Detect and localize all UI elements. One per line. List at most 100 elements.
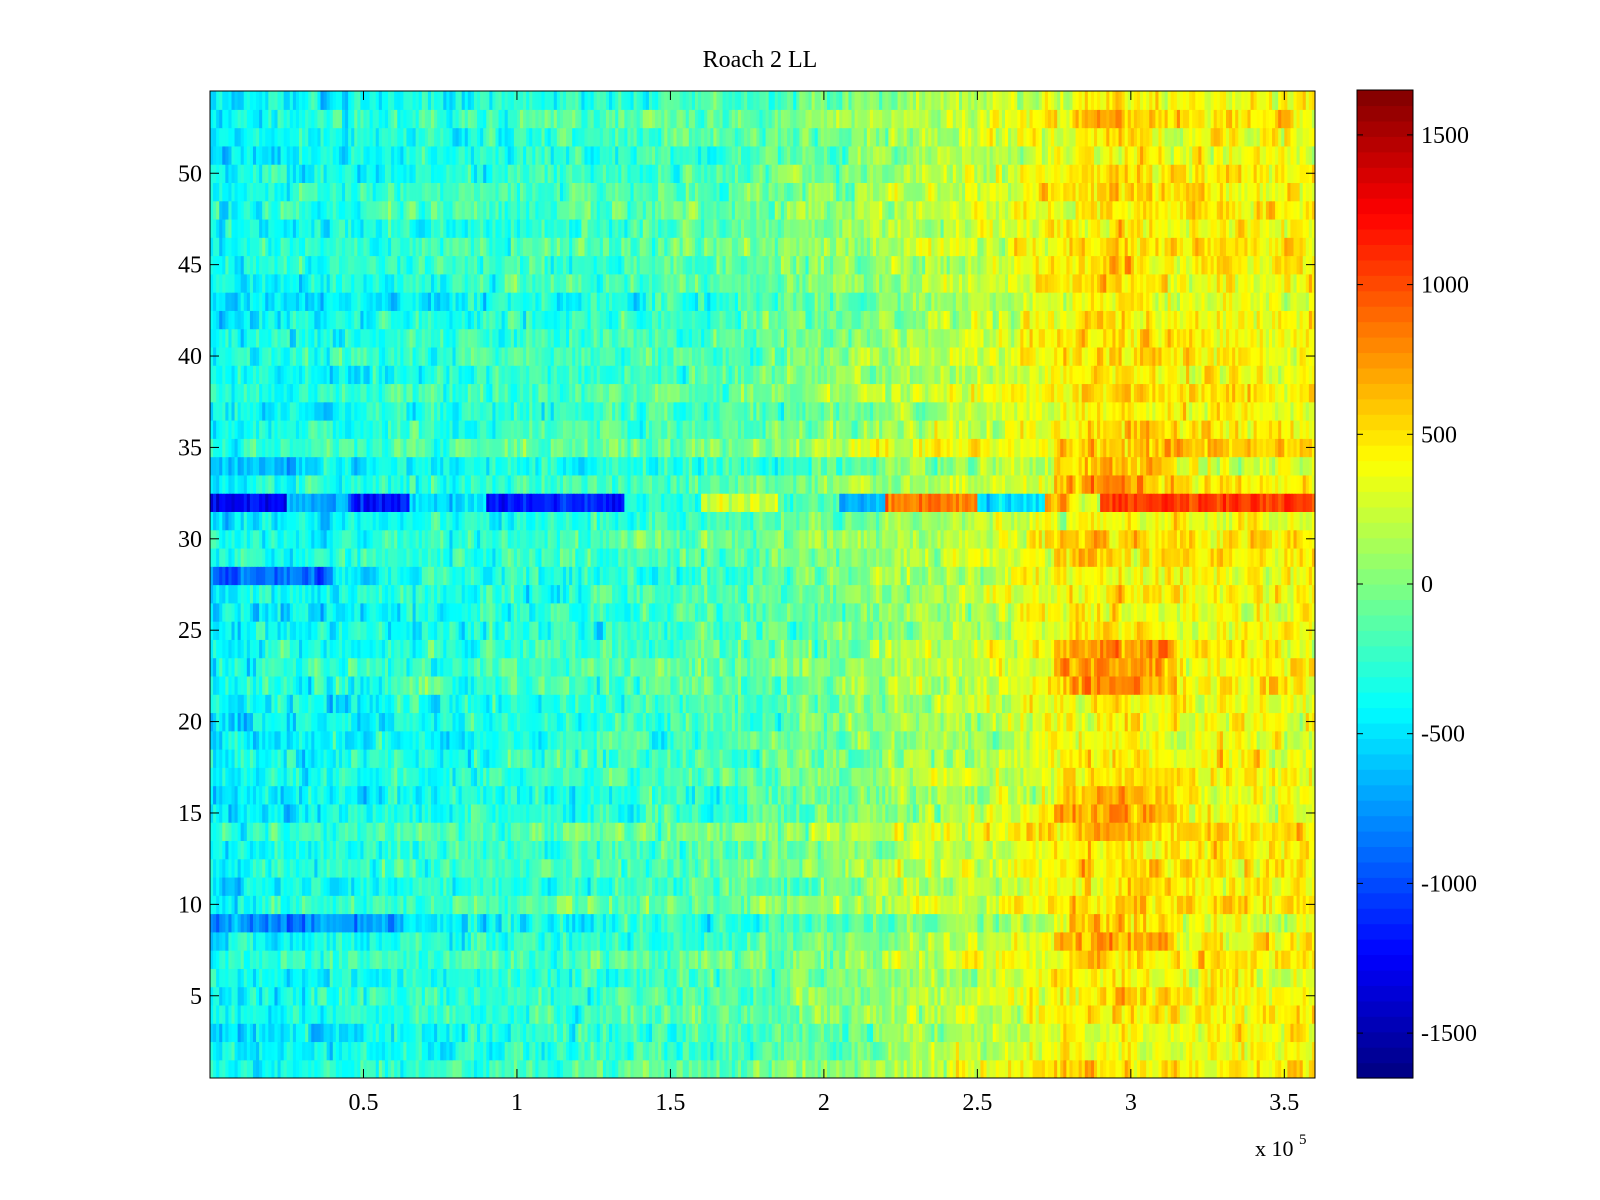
- heatmap-cell: [262, 1023, 266, 1043]
- heatmap-cell: [673, 1059, 678, 1078]
- heatmap-cell: [550, 1023, 555, 1043]
- heatmap-cell: [302, 1023, 306, 1043]
- heatmap-cell: [424, 1041, 429, 1061]
- heatmap-cell: [372, 1023, 377, 1043]
- heatmap-cell: [805, 1023, 810, 1043]
- heatmap-cell: [1109, 1059, 1114, 1078]
- heatmap-cell: [222, 1004, 226, 1024]
- heatmap-cell: [338, 1059, 343, 1078]
- heatmap-cell: [1158, 1004, 1163, 1024]
- heatmap-cell: [919, 1041, 923, 1061]
- heatmap-cell: [274, 1023, 279, 1043]
- heatmap-cell: [1219, 1023, 1224, 1043]
- heatmap-cell: [495, 1059, 500, 1078]
- heatmap-cell: [274, 1041, 279, 1061]
- heatmap-cell: [952, 1004, 957, 1024]
- heatmap-cell: [636, 1059, 641, 1078]
- heatmap-cell: [584, 1041, 589, 1061]
- heatmap-cell: [860, 1023, 865, 1043]
- heatmap-cell: [388, 1059, 392, 1078]
- heatmap-cell: [1308, 1023, 1313, 1043]
- heatmap-cell: [823, 1041, 828, 1061]
- heatmap-cell: [713, 1059, 718, 1078]
- heatmap-cell: [1054, 1041, 1058, 1061]
- heatmap-cell: [587, 986, 592, 1006]
- heatmap-cell: [725, 1023, 730, 1043]
- heatmap-cell: [679, 1023, 684, 1043]
- heatmap-cell: [320, 1059, 325, 1078]
- heatmap-cell: [1244, 1059, 1249, 1078]
- heatmap-cell: [851, 1059, 856, 1078]
- heatmap-cell: [673, 986, 678, 1006]
- heatmap-cell: [728, 1004, 733, 1024]
- heatmap-cell: [909, 1041, 914, 1061]
- heatmap-cell: [823, 1023, 828, 1043]
- heatmap-cell: [974, 1023, 978, 1043]
- heatmap-cell: [1305, 1041, 1310, 1061]
- heatmap-cell: [1238, 1023, 1242, 1043]
- heatmap-cell: [388, 1041, 392, 1061]
- heatmap-cell: [378, 986, 383, 1006]
- heatmap-cell: [513, 1004, 518, 1024]
- heatmap-cell: [633, 1023, 638, 1043]
- heatmap-cell: [1115, 1004, 1120, 1024]
- heatmap-cell: [323, 1041, 328, 1061]
- heatmap-cell: [968, 1023, 972, 1043]
- heatmap-cell: [1296, 1004, 1301, 1024]
- heatmap-cell: [507, 986, 512, 1006]
- heatmap-cell: [532, 986, 536, 1006]
- heatmap-cell: [308, 1041, 312, 1061]
- heatmap-cell: [1106, 1023, 1110, 1043]
- heatmap-cell: [1063, 1023, 1067, 1043]
- heatmap-cell: [243, 986, 248, 1006]
- heatmap-cell: [421, 1004, 426, 1024]
- heatmap-cell: [1127, 1023, 1132, 1043]
- heatmap-cell: [1115, 1041, 1120, 1061]
- heatmap-cell: [289, 1004, 294, 1024]
- heatmap-cell: [409, 1004, 414, 1024]
- heatmap-cell: [891, 1004, 896, 1024]
- heatmap-cell: [384, 1041, 389, 1061]
- heatmap-cell: [1094, 1059, 1098, 1078]
- heatmap-cell: [1290, 1004, 1295, 1024]
- heatmap-cell: [529, 986, 533, 1006]
- heatmap-cell: [415, 1023, 420, 1043]
- heatmap-cell: [1308, 1041, 1313, 1061]
- heatmap-cell: [397, 1041, 401, 1061]
- heatmap-cell: [630, 986, 635, 1006]
- heatmap-cell: [1293, 1059, 1298, 1078]
- heatmap-cell: [372, 1004, 377, 1024]
- heatmap-cell: [492, 1059, 497, 1078]
- heatmap-cell: [1250, 1041, 1255, 1061]
- heatmap-cell: [461, 1059, 466, 1078]
- heatmap-cell: [348, 1041, 352, 1061]
- heatmap-cell: [704, 1004, 708, 1024]
- heatmap-cell: [210, 1023, 214, 1043]
- heatmap-cell: [1054, 1059, 1058, 1078]
- heatmap-cell: [1090, 1023, 1095, 1043]
- heatmap-cell: [940, 1004, 945, 1024]
- heatmap-cell: [1121, 1059, 1126, 1078]
- heatmap-cell: [302, 1004, 306, 1024]
- heatmap-cell: [283, 1041, 288, 1061]
- heatmap-cell: [808, 1041, 813, 1061]
- heatmap-cell: [1161, 1059, 1166, 1078]
- heatmap-cell: [958, 1041, 963, 1061]
- heatmap-cell: [995, 1041, 1000, 1061]
- heatmap-cell: [808, 1023, 813, 1043]
- heatmap-cell: [1094, 1023, 1098, 1043]
- heatmap-cell: [627, 1023, 632, 1043]
- heatmap-cell: [523, 1004, 527, 1024]
- heatmap-cell: [323, 1059, 328, 1078]
- heatmap-cell: [602, 986, 607, 1006]
- heatmap-cell: [335, 1041, 340, 1061]
- heatmap-cell: [596, 1059, 601, 1078]
- heatmap-cell: [1268, 1059, 1273, 1078]
- heatmap-cell: [1179, 1041, 1184, 1061]
- heatmap-cell: [1066, 1004, 1071, 1024]
- heatmap-cell: [670, 1041, 675, 1061]
- heatmap-cell: [802, 1023, 807, 1043]
- heatmap-cell: [1097, 1023, 1101, 1043]
- heatmap-cell: [762, 1004, 767, 1024]
- heatmap-cell: [679, 986, 684, 1006]
